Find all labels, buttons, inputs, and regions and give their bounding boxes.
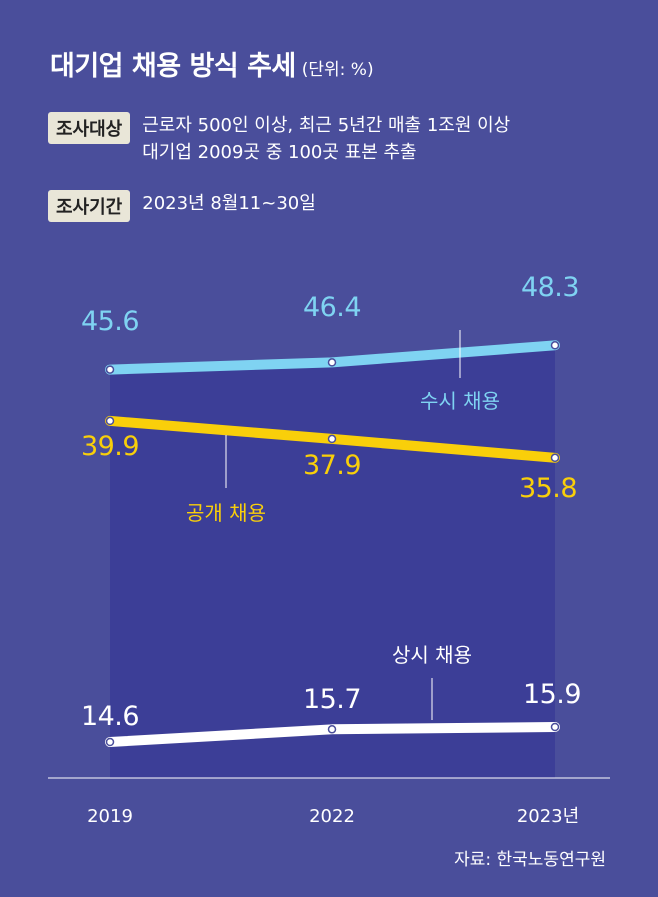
chart-title: 대기업 채용 방식 추세	[50, 51, 296, 82]
data-point	[105, 737, 115, 747]
data-label: 46.4	[303, 292, 361, 323]
data-point	[550, 453, 560, 463]
data-point	[327, 434, 337, 444]
series-name-label: 상시 채용	[392, 643, 472, 667]
info-line: 근로자 500인 이상, 최근 5년간 매출 1조원 이상	[142, 115, 511, 136]
data-label: 14.6	[81, 701, 139, 732]
data-label: 15.7	[303, 684, 361, 715]
info-text-period: 2023년 8월11~30일	[142, 190, 316, 217]
data-point	[327, 358, 337, 367]
data-label: 15.9	[523, 679, 581, 710]
info-line: 2023년 8월11~30일	[142, 193, 316, 214]
x-tick-label: 2022	[309, 806, 355, 827]
info-tag-period: 조사기간	[48, 190, 131, 222]
data-label: 45.6	[81, 306, 139, 337]
data-point	[105, 416, 115, 426]
data-point	[550, 722, 560, 732]
data-label: 39.9	[81, 431, 139, 462]
unit-label: (단위: %)	[301, 60, 374, 80]
data-label: 35.8	[519, 473, 577, 504]
info-row-target: 조사대상 근로자 500인 이상, 최근 5년간 매출 1조원 이상 대기업 2…	[48, 112, 510, 166]
series-name-label: 공개 채용	[186, 501, 266, 525]
info-row-period: 조사기간 2023년 8월11~30일	[48, 190, 316, 222]
data-point	[105, 365, 115, 374]
info-tag-target: 조사대상	[48, 112, 131, 144]
series-name-label: 수시 채용	[420, 389, 500, 413]
info-text-target: 근로자 500인 이상, 최근 5년간 매출 1조원 이상 대기업 2009곳 …	[142, 112, 510, 166]
data-label: 48.3	[521, 272, 579, 303]
plot-area	[110, 345, 555, 778]
source-note: 자료: 한국노동연구원	[454, 850, 606, 870]
info-line: 대기업 2009곳 중 100곳 표본 추출	[142, 142, 417, 163]
x-tick-label: 2023년	[517, 806, 579, 827]
x-tick-label: 2019	[87, 806, 133, 827]
data-point	[550, 341, 560, 350]
title-row: 대기업 채용 방식 추세 (단위: %)	[50, 44, 374, 83]
data-label: 37.9	[303, 450, 361, 481]
data-point	[327, 725, 337, 734]
